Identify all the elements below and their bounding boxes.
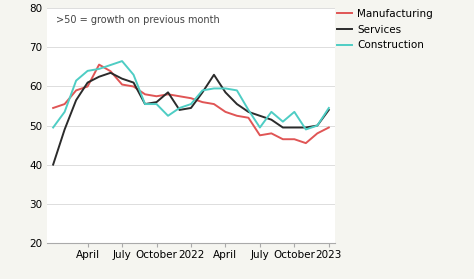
Legend: Manufacturing, Services, Construction: Manufacturing, Services, Construction — [337, 9, 433, 50]
Text: >50 = growth on previous month: >50 = growth on previous month — [56, 15, 220, 25]
